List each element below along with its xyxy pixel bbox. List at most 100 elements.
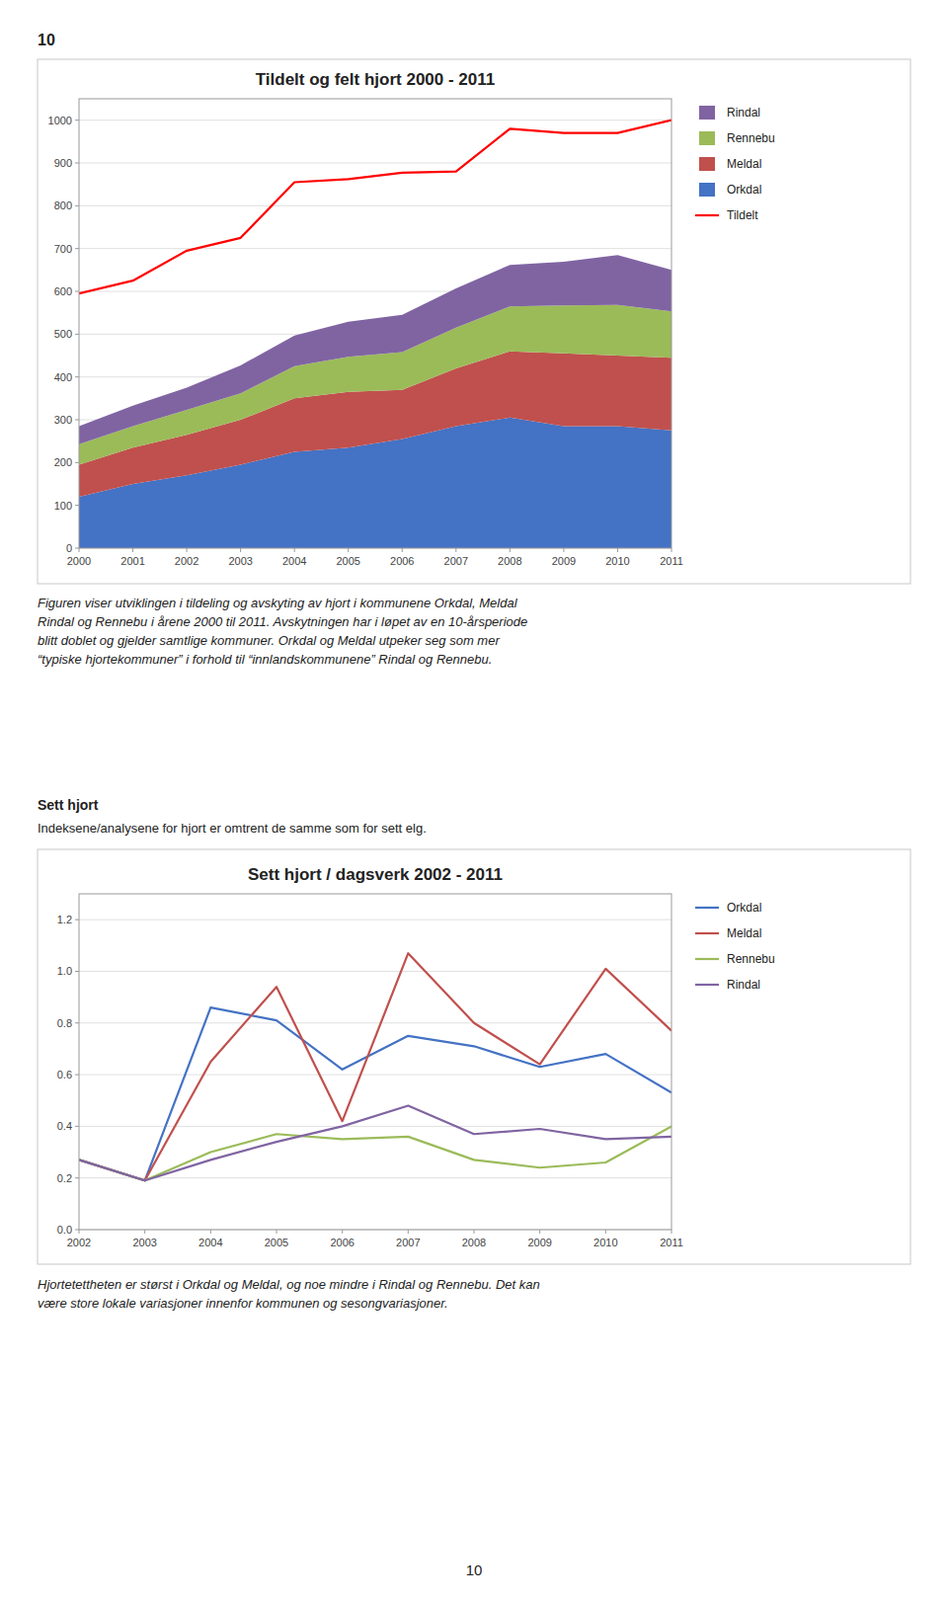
x-tick [562, 548, 564, 553]
x-tick-label: 2002 [174, 554, 199, 567]
x-tick [509, 548, 511, 553]
section-text-line: Indeksene/analysene for hjort er omtrent… [37, 820, 427, 836]
y-tick-label: 100 [54, 499, 73, 512]
y-tick [75, 291, 79, 293]
x-tick-label: 2009 [527, 1236, 552, 1249]
legend-swatch [695, 214, 719, 217]
y-tick [75, 119, 79, 121]
legend-swatch [695, 932, 719, 935]
caption-line: være store lokale variasjoner innenfor k… [37, 1295, 449, 1311]
page-number-line: 10 [466, 1561, 483, 1579]
x-tick [347, 548, 349, 553]
y-tick-label: 1.0 [57, 964, 73, 977]
grid-line [79, 1177, 672, 1179]
x-tick-label: 2011 [659, 554, 684, 567]
x-tick [341, 1229, 343, 1234]
y-tick [75, 919, 79, 921]
x-tick [401, 548, 403, 553]
plot-frame [79, 98, 672, 549]
grid-line [79, 205, 672, 207]
x-tick [294, 548, 296, 553]
caption: Hjortetettheten er størst i Orkdal og Me… [37, 1276, 541, 1311]
caption-line: Hjortetettheten er størst i Orkdal og Me… [37, 1276, 541, 1292]
x-tick [144, 1229, 146, 1234]
page-number: 10 [37, 31, 56, 49]
chart-border [37, 849, 911, 1264]
x-tick-label: 2009 [552, 554, 576, 567]
x-tick-label: 2008 [462, 1236, 486, 1249]
x-tick-label: 2003 [228, 554, 252, 567]
x-tick [474, 1229, 475, 1234]
x-tick-label: 2006 [329, 1236, 354, 1249]
x-tick-label: 2005 [335, 554, 360, 567]
x-tick [276, 1229, 278, 1234]
chart: Sett hjort / dagsverk 2002 - 2011 0.0 0.2 0… [37, 849, 911, 1264]
x-tick [239, 548, 241, 553]
grid-line [79, 970, 672, 972]
y-tick [75, 970, 79, 972]
x-tick-label: 2011 [659, 1236, 684, 1249]
line [79, 1105, 672, 1181]
page: 10 Figuren viser utviklingen i tildeling … [0, 0, 948, 1600]
x-tick [671, 548, 673, 553]
y-tick [75, 205, 79, 207]
legend: RindalRennebuMeldalOrkdalTildelt [695, 105, 776, 223]
chart: Tildelt og felt hjort 2000 - 2011 0 100 200… [37, 59, 911, 584]
grid-line [79, 1022, 672, 1024]
legend-label: Rennebu [726, 131, 776, 146]
y-tick-label: 600 [54, 285, 73, 298]
chart-title: Sett hjort / dagsverk 2002 - 2011 [247, 865, 503, 884]
caption-line: “typiske hjortekommuner” i forhold til “… [37, 651, 492, 667]
y-tick [75, 419, 79, 421]
line [79, 952, 672, 1181]
x-tick [605, 1229, 607, 1234]
x-tick-label: 2001 [120, 554, 145, 567]
section-text: Indeksene/analysene for hjort er omtrent… [37, 820, 427, 836]
y-tick-label: 1.2 [57, 913, 73, 926]
legend-swatch [699, 131, 715, 146]
legend-label: Orkdal [726, 182, 762, 197]
x-tick-label: 2007 [395, 1236, 420, 1249]
y-tick [75, 504, 79, 506]
line [79, 1007, 672, 1181]
y-tick [75, 548, 79, 550]
y-tick-label: 0 [66, 542, 73, 554]
y-tick-label: 0.4 [57, 1119, 73, 1132]
y-tick [75, 376, 79, 378]
y-tick [75, 162, 79, 164]
y-tick [75, 1022, 79, 1024]
legend-label: Meldal [726, 926, 762, 941]
y-tick-label: 700 [54, 242, 73, 255]
y-tick [75, 1177, 79, 1179]
chart-title: Tildelt og felt hjort 2000 - 2011 [255, 70, 495, 89]
legend-label: Rindal [726, 105, 761, 120]
legend-swatch [695, 906, 719, 909]
grid-line [79, 247, 672, 249]
plot-marks [79, 952, 672, 1181]
x-tick [132, 548, 134, 553]
line [79, 120, 672, 295]
y-tick [75, 462, 79, 464]
x-tick [539, 1229, 541, 1234]
x-tick [455, 548, 457, 553]
grid-line [79, 119, 672, 121]
x-tick [671, 1229, 673, 1234]
y-tick [75, 247, 79, 249]
y-tick-label: 400 [54, 371, 73, 384]
y-tick-label: 0.0 [57, 1223, 73, 1236]
legend-label: Meldal [726, 157, 762, 171]
grid-line [79, 919, 672, 921]
section-header-line: Sett hjort [37, 796, 99, 813]
plot-marks [79, 120, 672, 549]
y-tick [75, 333, 79, 335]
legend-swatch [695, 957, 719, 960]
y-tick-label: 0.8 [57, 1017, 73, 1029]
y-tick-label: 0.2 [57, 1172, 73, 1185]
y-tick [75, 1074, 79, 1076]
x-tick [79, 548, 80, 553]
caption-line: Figuren viser utviklingen i tildeling og… [37, 595, 519, 611]
legend-swatch [699, 182, 715, 197]
x-tick [407, 1229, 409, 1234]
x-tick [210, 1229, 212, 1234]
y-tick-label: 0.6 [57, 1068, 73, 1081]
